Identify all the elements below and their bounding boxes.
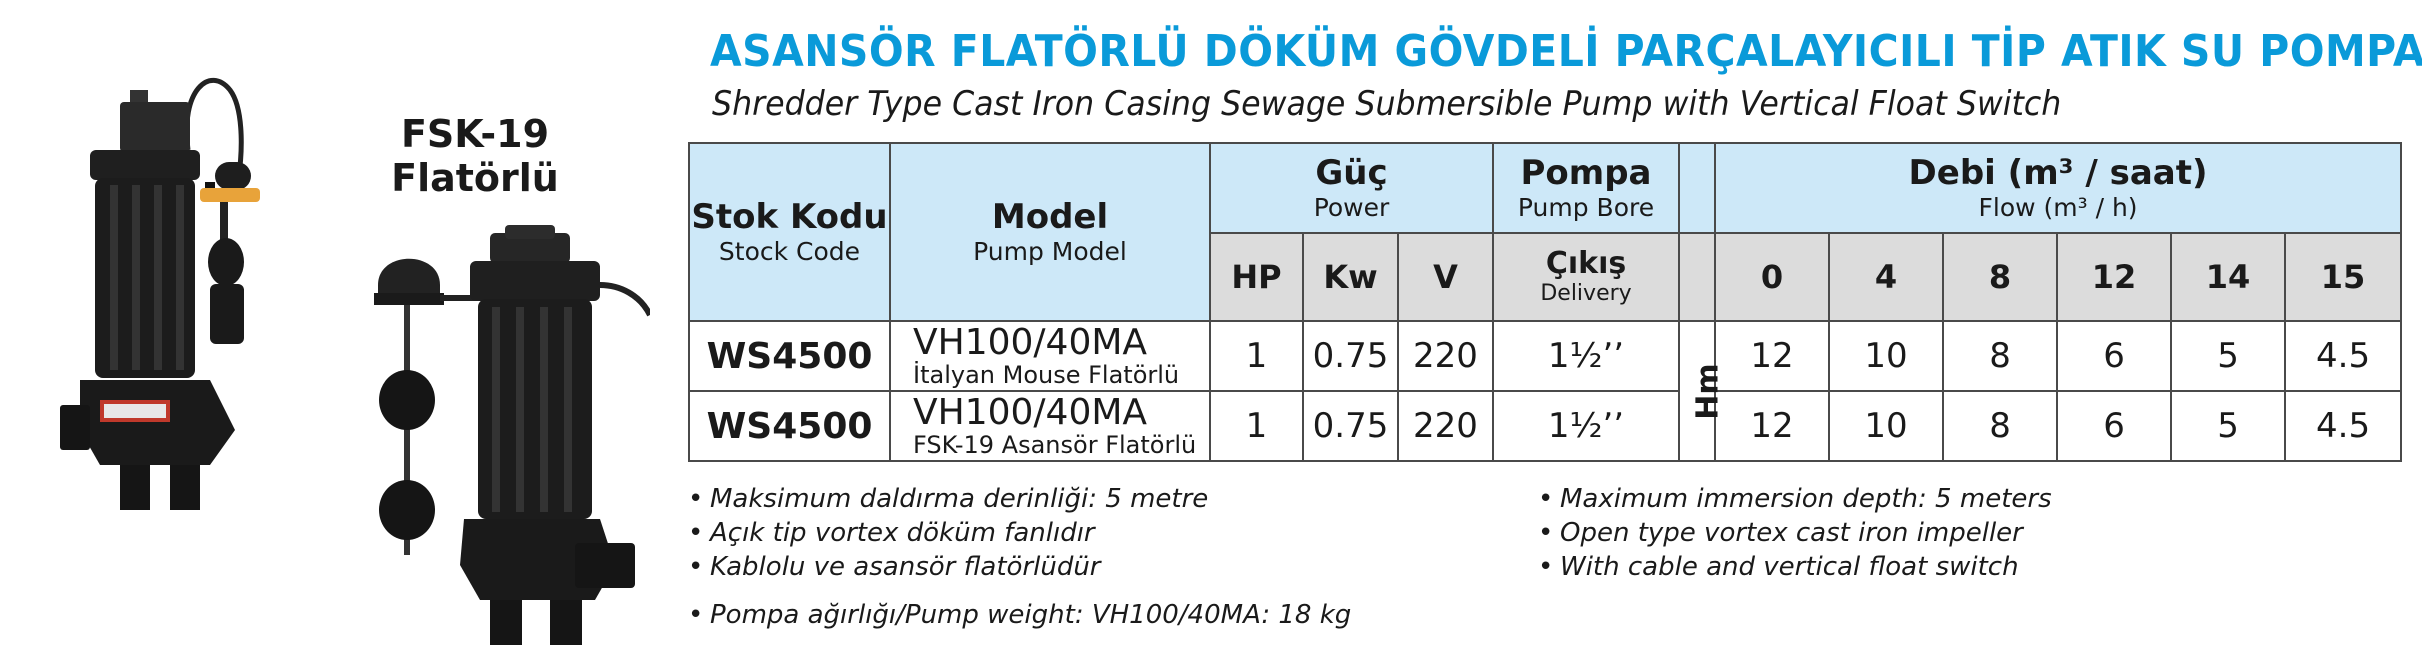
header-spacer [1678,142,1717,234]
delivery-cell: 1½’’ [1492,390,1681,462]
product-label: FSK-19 Flatörlü [360,112,590,200]
bullet-icon: • [688,600,704,630]
flow-point: 0 [1714,232,1831,322]
note-item: • Maksimum daldırma derinliği: 5 metre [688,482,1208,516]
kw-cell: 0.75 [1302,320,1399,392]
stock-code-cell: WS4500 [688,390,891,462]
header-pump: Pompa Pump Bore [1492,142,1681,234]
model-cell: VH100/40MA FSK-19 Asansör Flatörlü [889,390,1211,462]
head-value-cell: 8 [1942,320,2059,392]
header-stock-code: Stok Kodu Stock Code [688,142,891,322]
table-row: WS4500 VH100/40MA FSK-19 Asansör Flatörl… [688,390,2403,462]
head-value-cell: 8 [1942,390,2059,462]
head-unit-cell: Hm [1678,320,1726,462]
note-text: Pompa ağırlığı/Pump weight: VH100/40MA: … [710,600,1352,630]
note-item: • Pompa ağırlığı/Pump weight: VH100/40MA:… [688,598,1351,632]
header-flow: Debi (m³ / saat) Flow (m³ / h) [1714,142,2403,234]
model-variant: FSK-19 Asansör Flatörlü [913,431,1197,459]
bullet-icon: • [688,552,704,582]
header-delivery: Çıkış Delivery [1492,232,1681,322]
pump-label-tr: Pompa [1520,153,1652,193]
note-item: • Açık tip vortex döküm fanlıdır [688,516,1208,550]
bullet-icon: • [1538,484,1554,514]
notes-english: • Maximum immersion depth: 5 meters • Open… [1538,482,2052,584]
model-name: VH100/40MA [913,392,1148,433]
bullet-icon: • [688,484,704,514]
flow-point: 14 [2170,232,2287,322]
product-images: FSK-19 Flatörlü [0,0,680,659]
note-item: • Open type vortex cast iron impeller [1538,516,2052,550]
note-text: Kablolu ve asansör flatörlüdür [710,552,1101,582]
pump-label-en: Pump Bore [1517,193,1655,222]
header-model: Model Pump Model [889,142,1211,322]
flow-point: 12 [2056,232,2173,322]
power-label-tr: Güç [1315,153,1388,193]
pump-image-vertical-float [374,225,650,645]
power-label-en: Power [1313,193,1390,222]
note-text: Açık tip vortex döküm fanlıdır [710,518,1095,548]
hp-cell: 1 [1209,390,1304,462]
product-label-line1: FSK-19 [400,112,550,156]
voltage-cell: 220 [1396,320,1495,392]
delivery-label-en: Delivery [1540,281,1632,306]
flow-point: 4 [1828,232,1945,322]
head-value-cell: 4.5 [2284,390,2403,462]
note-item: • Maximum immersion depth: 5 meters [1538,482,2052,516]
model-label-en: Pump Model [973,237,1127,266]
hp-cell: 1 [1209,320,1304,392]
head-value-cell: 10 [1828,390,1945,462]
kw-cell: 0.75 [1302,390,1399,462]
stock-code-cell: WS4500 [688,320,891,392]
head-value-cell: 5 [2170,320,2287,392]
bullet-icon: • [1538,518,1554,548]
flow-label-tr: Debi (m³ / saat) [1908,153,2208,193]
head-value-cell: 12 [1714,320,1831,392]
notes-turkish: • Maksimum daldırma derinliği: 5 metre • A… [688,482,1208,584]
head-unit-label: Hm [1690,362,1726,420]
bullet-icon: • [1538,552,1554,582]
note-text: With cable and vertical float switch [1560,552,2019,582]
model-name: VH100/40MA [913,322,1148,363]
head-value-cell: 5 [2170,390,2287,462]
flow-point: 15 [2284,232,2403,322]
voltage-cell: 220 [1396,390,1495,462]
flow-point: 8 [1942,232,2059,322]
note-text: Maximum immersion depth: 5 meters [1560,484,2052,514]
table-row: WS4500 VH100/40MA İtalyan Mouse Flatörlü… [688,320,2403,462]
product-label-line2: Flatörlü [391,156,559,200]
page-subtitle: Shredder Type Cast Iron Casing Sewage Su… [712,84,2062,124]
model-cell: VH100/40MA İtalyan Mouse Flatörlü [889,320,1211,392]
pump-image-italian-float [60,77,260,510]
note-text: Maksimum daldırma derinliği: 5 metre [710,484,1209,514]
header-hp: HP [1209,232,1304,322]
header-spacer-2 [1678,232,1717,322]
note-item: • Kablolu ve asansör flatörlüdür [688,550,1208,584]
spec-table: Stok Kodu Stock Code Model Pump Model Gü… [688,142,2403,462]
page-title: ASANSÖR FLATÖRLÜ DÖKÜM GÖVDELİ PARÇALAYI… [710,26,2422,77]
model-variant: İtalyan Mouse Flatörlü [913,361,1180,389]
bullet-icon: • [688,518,704,548]
header-kw: Kw [1302,232,1399,322]
stock-code-label-en: Stock Code [718,237,861,266]
head-value-cell: 6 [2056,390,2173,462]
flow-label-en: Flow (m³ / h) [1978,193,2138,222]
stock-code-label-tr: Stok Kodu [691,197,888,237]
delivery-label-tr: Çıkış [1545,246,1627,281]
head-value-cell: 10 [1828,320,1945,392]
header-v: V [1396,232,1495,322]
note-text: Open type vortex cast iron impeller [1560,518,2023,548]
delivery-cell: 1½’’ [1492,320,1681,392]
head-value-cell: 4.5 [2284,320,2403,392]
head-value-cell: 6 [2056,320,2173,392]
note-item: • With cable and vertical float switch [1538,550,2052,584]
header-power: Güç Power [1208,142,1495,234]
weight-note: • Pompa ağırlığı/Pump weight: VH100/40MA:… [688,598,1351,632]
head-value-cell: 12 [1714,390,1831,462]
model-label-tr: Model [991,197,1109,237]
